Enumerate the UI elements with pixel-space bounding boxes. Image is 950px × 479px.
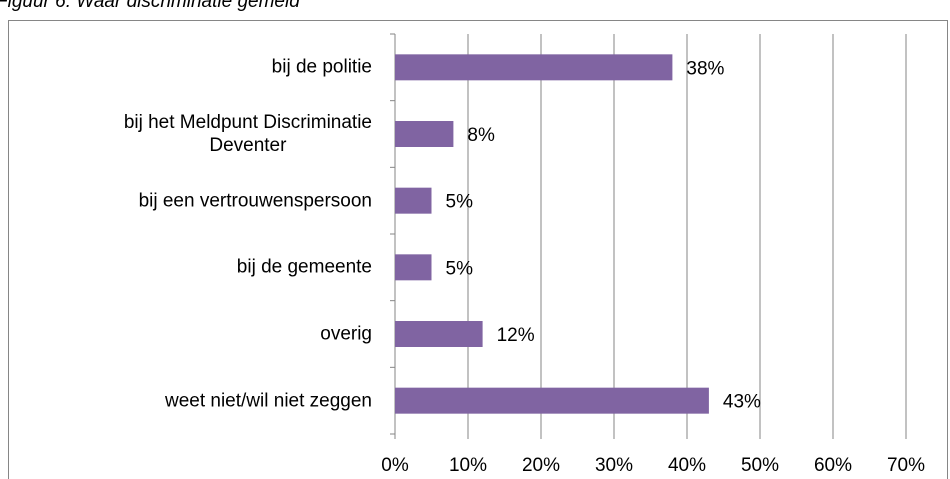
bar xyxy=(395,121,454,147)
data-label: 5% xyxy=(446,258,474,279)
y-tick-label: overig xyxy=(320,323,372,345)
x-tick-label: 0% xyxy=(381,455,409,476)
x-tick-label: 10% xyxy=(449,455,487,476)
data-label: 38% xyxy=(686,58,724,79)
data-label: 8% xyxy=(467,125,495,146)
y-tick-label: bij het Meldpunt Discriminatie Deventer xyxy=(123,112,372,156)
data-label: 5% xyxy=(446,192,474,213)
x-tick-label: 20% xyxy=(522,455,560,476)
y-tick-label: bij de gemeente xyxy=(236,256,372,278)
bar xyxy=(395,54,673,81)
y-tick-label: bij een vertrouwenspersoon xyxy=(138,190,372,212)
data-label: 12% xyxy=(497,325,535,346)
x-tick-label: 50% xyxy=(741,455,779,476)
data-label: 43% xyxy=(723,392,761,413)
bar xyxy=(395,387,709,414)
x-tick-label: 60% xyxy=(814,455,852,476)
x-tick-label: 30% xyxy=(595,455,633,476)
y-tick-label: weet niet/wil niet zeggen xyxy=(164,390,372,412)
bar xyxy=(395,254,432,281)
bar xyxy=(395,321,483,347)
x-tick-label: 70% xyxy=(887,455,925,476)
chart-border xyxy=(8,20,948,479)
chart-title: Figuur 6: Waar discriminatie gemeld xyxy=(0,0,301,12)
y-tick-label: bij de politie xyxy=(271,56,372,78)
x-tick-label: 40% xyxy=(668,455,706,476)
bar xyxy=(395,187,432,214)
